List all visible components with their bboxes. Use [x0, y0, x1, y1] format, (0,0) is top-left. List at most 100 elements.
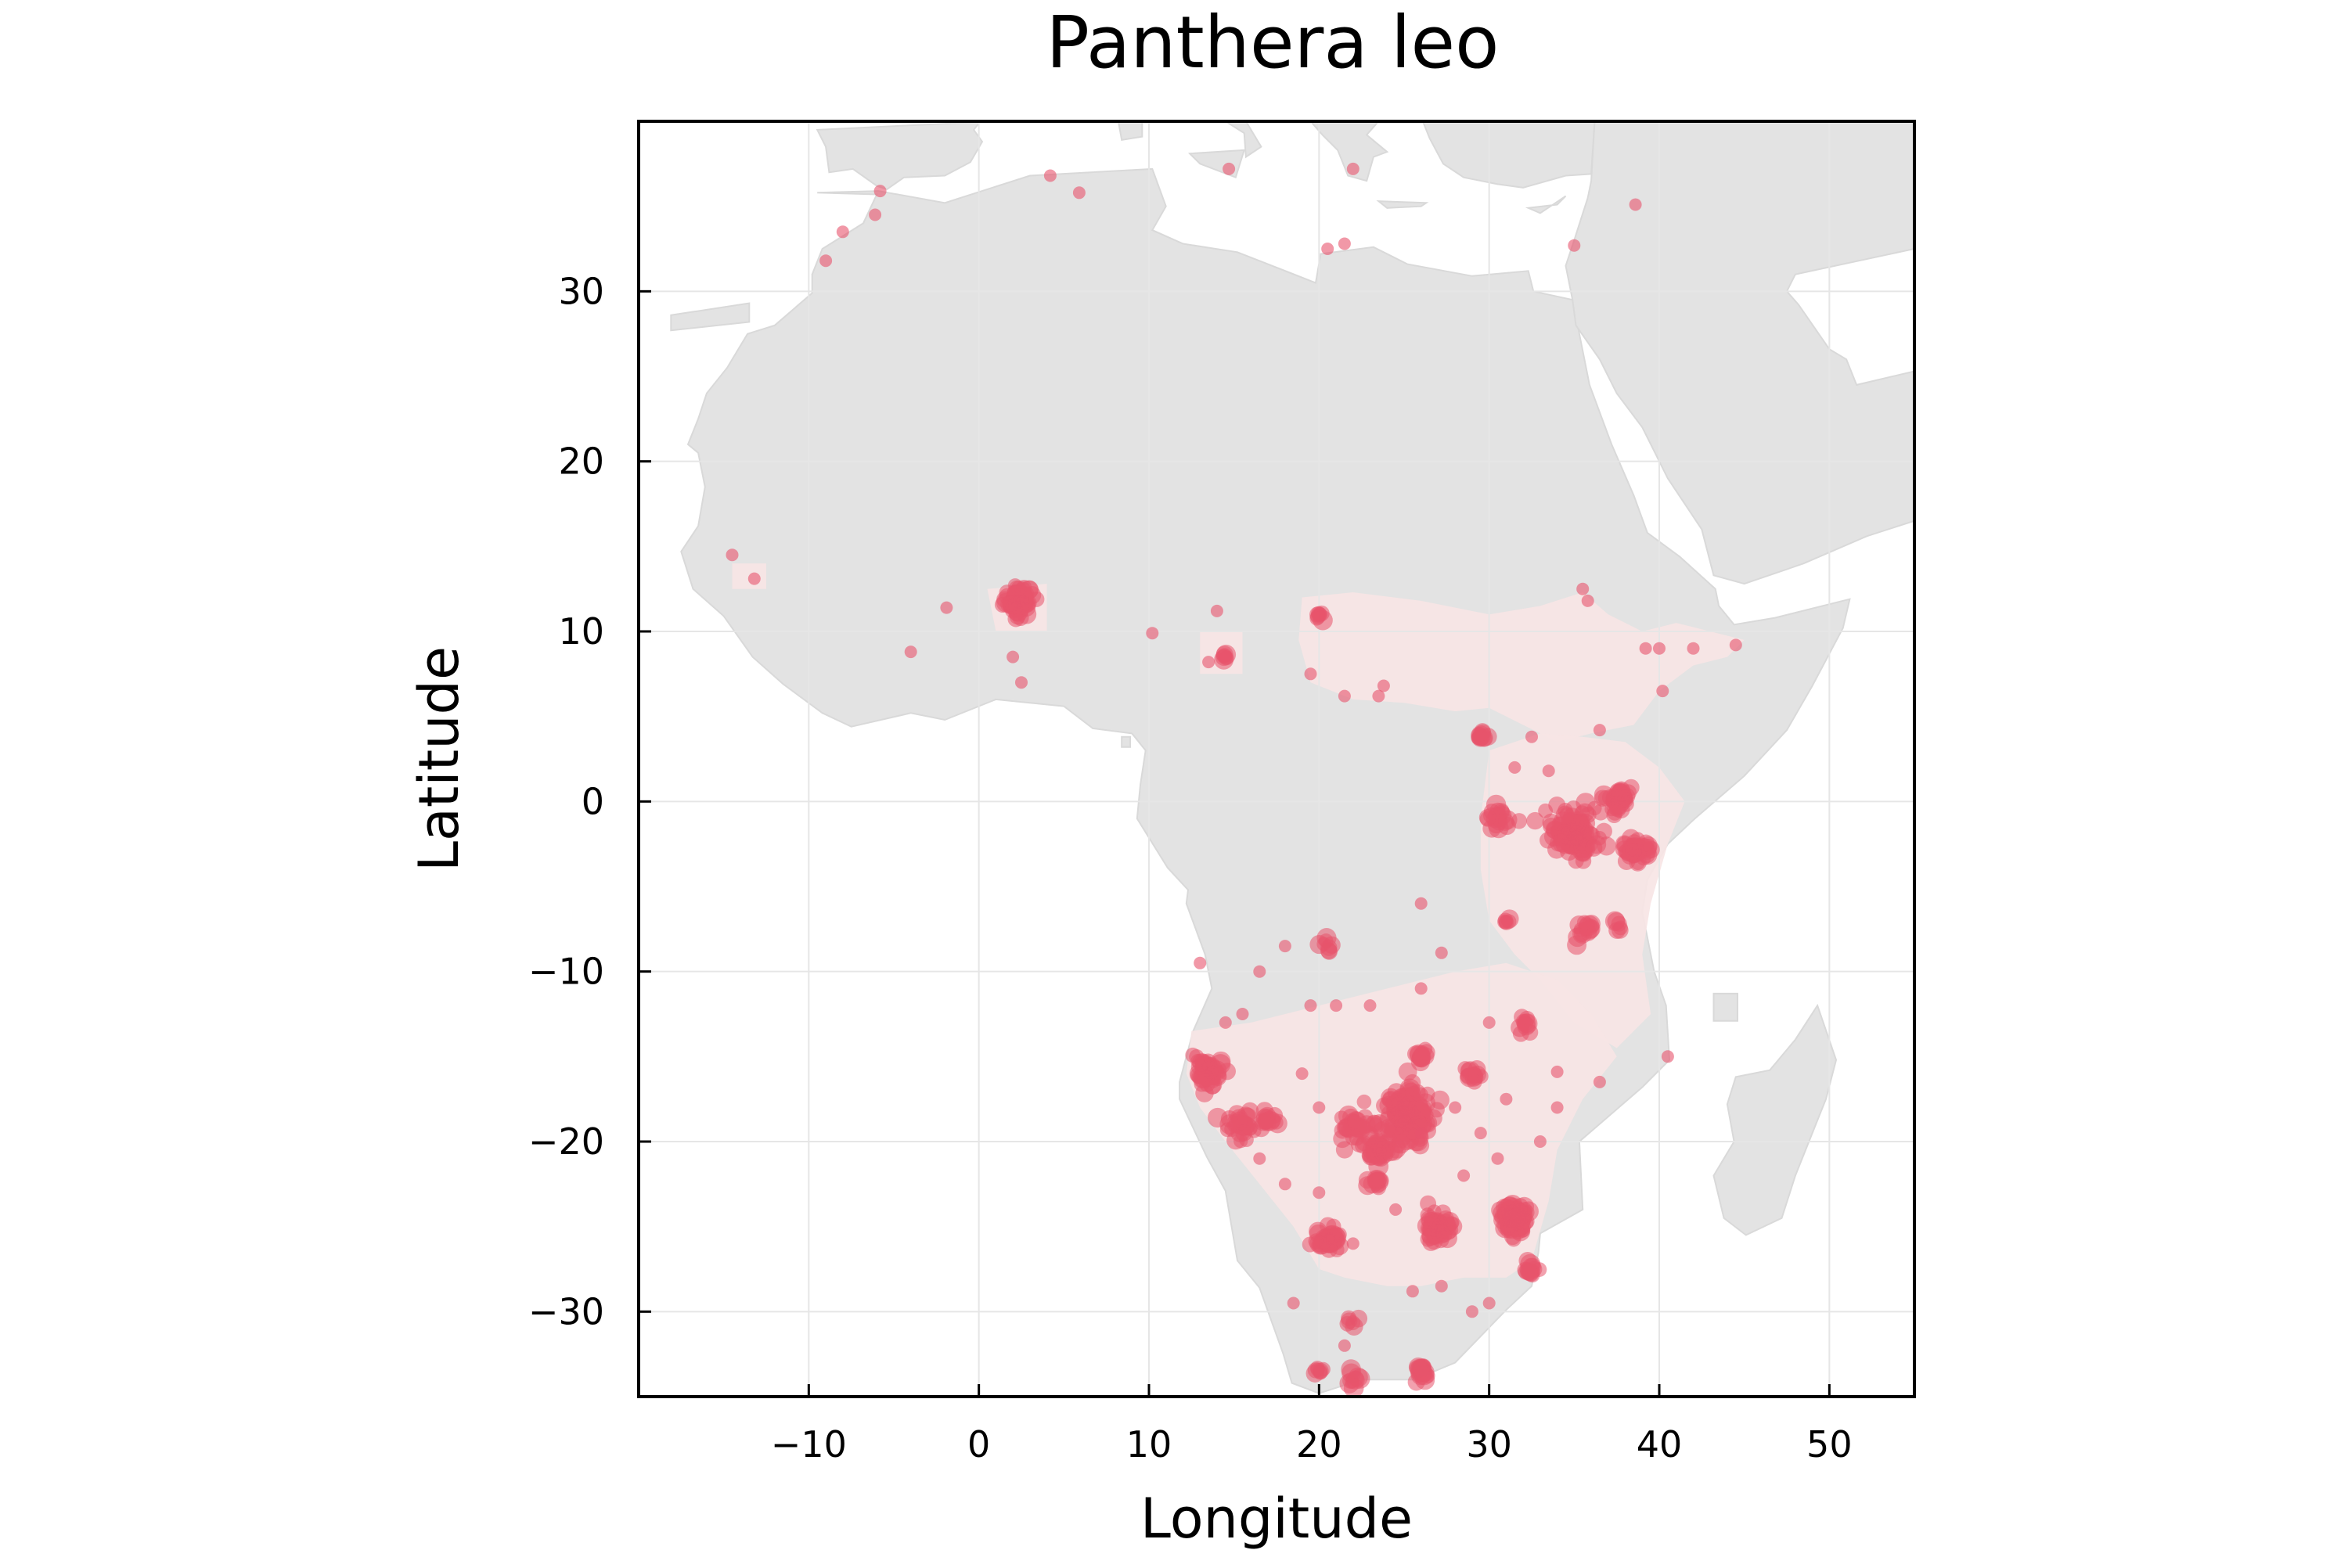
occurrence-point — [1612, 782, 1631, 802]
occurrence-point — [1482, 1296, 1496, 1310]
occurrence-point — [1482, 1016, 1496, 1029]
occurrence-point — [1398, 1062, 1417, 1081]
occurrence-point — [1369, 1171, 1385, 1189]
occurrence-point — [1525, 730, 1538, 743]
occurrence-point — [1259, 1110, 1280, 1131]
occurrence-point — [869, 208, 882, 221]
occurrence-point — [1253, 1152, 1266, 1165]
x-tick-label: 30 — [1466, 1423, 1512, 1466]
occurrence-point — [1347, 1111, 1367, 1131]
occurrence-point — [1406, 1101, 1424, 1120]
land-turkey — [1421, 121, 1596, 189]
occurrence-point — [1346, 1237, 1359, 1250]
occurrence-point — [1550, 1101, 1564, 1114]
occurrence-point — [1313, 610, 1333, 631]
occurrence-point — [1420, 1086, 1435, 1102]
occurrence-point — [1406, 1285, 1419, 1298]
occurrence-point — [1007, 650, 1020, 664]
occurrence-point — [1552, 833, 1572, 853]
occurrence-point — [1571, 814, 1590, 832]
occurrence-point — [1194, 956, 1207, 969]
occurrence-point — [1729, 638, 1742, 652]
occurrence-point — [1460, 1061, 1481, 1081]
occurrence-point — [1304, 999, 1317, 1012]
occurrence-point — [1500, 1092, 1513, 1106]
occurrence-point — [1526, 811, 1544, 830]
occurrence-point — [1197, 1070, 1215, 1087]
x-tick-label: 40 — [1637, 1423, 1683, 1466]
land-madagascar — [1712, 1003, 1838, 1236]
occurrence-point — [1338, 1339, 1351, 1352]
occurrence-point — [1568, 830, 1584, 846]
occurrence-point — [1358, 1125, 1379, 1146]
occurrence-point — [1411, 1136, 1430, 1155]
occurrence-point — [1320, 1241, 1338, 1258]
occurrence-point — [1146, 627, 1159, 640]
occurrence-point — [1538, 803, 1554, 818]
occurrence-point — [1509, 1212, 1526, 1230]
x-tick-label: 10 — [1126, 1423, 1172, 1466]
occurrence-point — [1223, 162, 1236, 175]
y-tick-label: 30 — [558, 270, 604, 312]
y-tick-label: 0 — [582, 780, 604, 822]
occurrence-point — [1380, 1088, 1401, 1108]
occurrence-point — [1420, 1195, 1437, 1212]
occurrence-point — [1072, 186, 1086, 200]
x-axis: −10 0 10 20 30 40 50 — [771, 1384, 1853, 1466]
occurrence-point — [1581, 594, 1594, 607]
occurrence-point — [1330, 999, 1343, 1012]
occurrence-point — [1202, 656, 1215, 669]
occurrence-point — [1190, 1059, 1208, 1075]
occurrence-point — [1593, 1075, 1606, 1088]
occurrence-point — [1497, 912, 1514, 929]
occurrence-point — [1313, 1186, 1326, 1199]
occurrence-point — [1449, 1101, 1462, 1114]
occurrence-point — [1414, 1127, 1428, 1140]
occurrence-point — [1472, 727, 1488, 742]
occurrence-point — [836, 225, 849, 239]
occurrence-point — [1003, 595, 1021, 612]
occurrence-point — [1629, 198, 1642, 211]
occurrence-point — [1321, 243, 1334, 255]
occurrence-point — [1346, 162, 1359, 175]
plot-area — [637, 120, 1916, 1398]
occurrence-point — [940, 601, 953, 614]
occurrence-point — [1568, 853, 1584, 869]
occurrence-points — [726, 162, 1742, 1397]
land-iberia — [816, 121, 998, 191]
occurrence-point — [1295, 1067, 1309, 1081]
x-tick-label: 20 — [1296, 1423, 1342, 1466]
grid-layer — [639, 121, 1914, 1397]
occurrence-point — [1215, 646, 1233, 664]
occurrence-point — [1498, 810, 1518, 830]
x-tick-label: 50 — [1806, 1423, 1853, 1466]
occurrence-point — [1219, 1114, 1241, 1135]
occurrence-point — [1389, 1203, 1403, 1216]
x-tick-label: −10 — [771, 1423, 847, 1466]
occurrence-point — [1413, 1365, 1431, 1382]
occurrence-point — [1218, 1063, 1236, 1081]
occurrence-point — [1377, 679, 1390, 692]
occurrence-point — [1593, 724, 1606, 737]
occurrence-point — [1508, 761, 1522, 774]
occurrence-point — [819, 254, 833, 268]
occurrence-point — [1437, 1210, 1454, 1228]
land-sardinia — [1117, 121, 1143, 142]
occurrence-point — [1236, 1008, 1249, 1020]
plot-frame — [637, 120, 1916, 1398]
occurrence-point — [1338, 689, 1351, 703]
occurrence-point — [1421, 1228, 1440, 1246]
occurrence-point — [1465, 1305, 1478, 1318]
occurrence-point — [1238, 1117, 1256, 1135]
x-tick-label: 0 — [967, 1423, 990, 1466]
occurrence-point — [1435, 1279, 1448, 1293]
y-axis-label: Latitude — [407, 646, 471, 872]
occurrence-point — [1435, 946, 1448, 959]
occurrence-point — [1356, 1094, 1372, 1109]
occurrence-point — [1486, 794, 1507, 815]
occurrence-point — [1338, 237, 1351, 250]
occurrence-point — [1687, 642, 1700, 655]
occurrence-point — [1381, 1142, 1400, 1162]
